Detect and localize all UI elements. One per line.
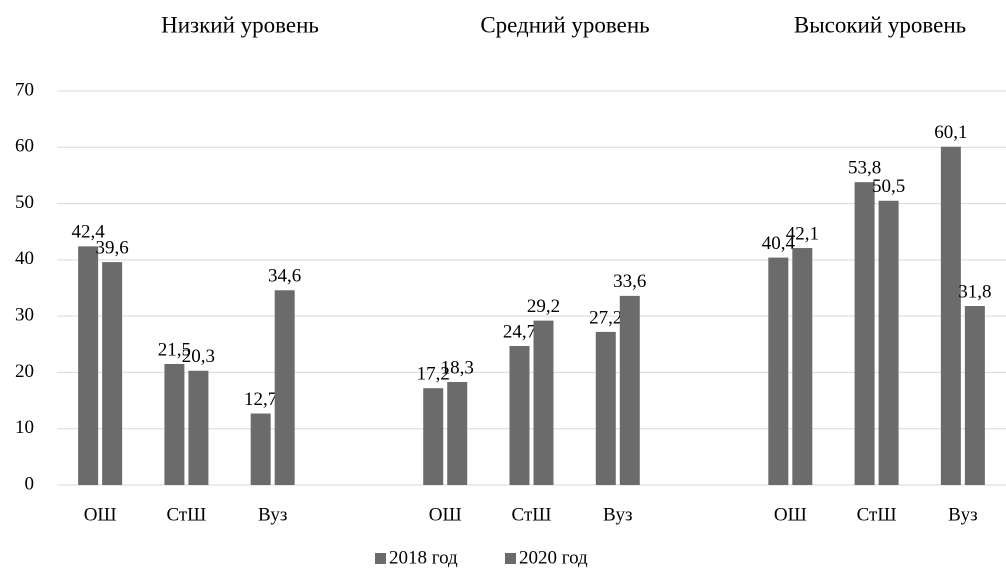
value-label: 27,2: [589, 307, 622, 328]
value-label: 12,7: [244, 389, 277, 410]
value-label: 60,1: [934, 122, 967, 143]
bar: [423, 388, 444, 485]
legend-swatch: [505, 553, 516, 564]
x-tick-label: СтШ: [166, 504, 206, 525]
value-label: 29,2: [527, 296, 560, 317]
group-title: Низкий уровень: [161, 12, 319, 37]
bar: [447, 381, 468, 485]
group-title: Высокий уровень: [794, 12, 966, 37]
y-tick-label: 60: [15, 136, 34, 157]
y-tick-label: 40: [15, 248, 34, 269]
bar: [964, 306, 985, 485]
value-label: 50,5: [872, 176, 905, 197]
value-label: 33,6: [613, 271, 646, 292]
x-tick-label: Вуз: [258, 504, 287, 525]
x-tick-label: ОШ: [84, 504, 117, 525]
x-tick-label: ОШ: [429, 504, 462, 525]
bar: [274, 290, 295, 485]
legend-label: 2020 год: [519, 547, 588, 568]
y-tick-label: 10: [15, 417, 34, 438]
value-label: 40,4: [762, 233, 796, 254]
legend-swatch: [375, 553, 386, 564]
y-tick-label: 0: [25, 473, 35, 494]
value-label: 24,7: [503, 321, 536, 342]
value-label: 31,8: [958, 281, 991, 302]
value-label: 20,3: [182, 346, 215, 367]
bar: [878, 200, 899, 485]
legend-label: 2018 год: [389, 547, 458, 568]
y-tick-label: 20: [15, 361, 34, 382]
value-label: 42,1: [786, 223, 819, 244]
y-tick-label: 30: [15, 305, 34, 326]
bar: [768, 257, 789, 485]
value-label: 42,4: [72, 222, 106, 243]
bar: [940, 146, 961, 486]
x-tick-label: СтШ: [512, 504, 552, 525]
bar: [509, 345, 530, 485]
bar: [102, 262, 123, 485]
bar: [188, 370, 209, 485]
value-label: 39,6: [96, 237, 129, 258]
y-tick-label: 50: [15, 192, 34, 213]
group-title: Средний уровень: [480, 12, 649, 37]
value-label: 53,8: [848, 158, 881, 179]
bar: [533, 320, 554, 485]
bar: [792, 248, 813, 485]
value-label: 34,6: [268, 266, 301, 287]
x-tick-label: Вуз: [948, 504, 977, 525]
bar: [78, 246, 99, 485]
x-tick-label: Вуз: [603, 504, 632, 525]
bar: [619, 295, 640, 485]
bar: [250, 413, 271, 485]
value-label: 17,2: [417, 364, 450, 385]
bar: [854, 182, 875, 485]
bar: [595, 331, 616, 485]
x-tick-label: СтШ: [857, 504, 897, 525]
x-tick-label: ОШ: [774, 504, 807, 525]
value-label: 18,3: [441, 357, 474, 378]
bar: [164, 363, 185, 485]
y-tick-label: 70: [15, 79, 34, 100]
value-label: 21,5: [158, 339, 191, 360]
